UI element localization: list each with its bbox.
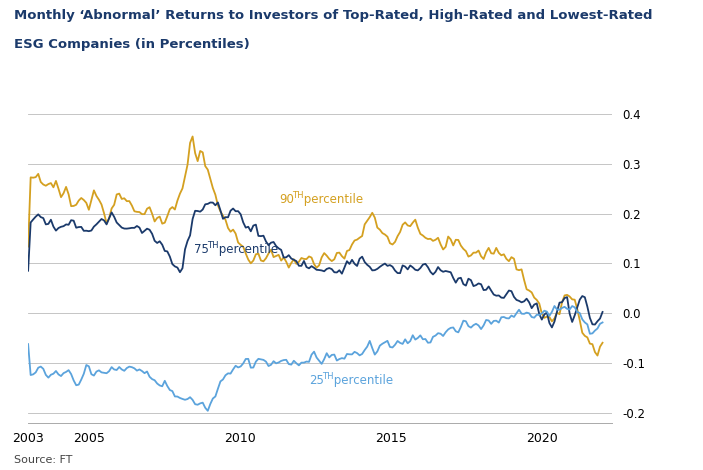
Text: Monthly ‘Abnormal’ Returns to Investors of Top-Rated, High-Rated and Lowest-Rate: Monthly ‘Abnormal’ Returns to Investors …: [14, 9, 652, 23]
Text: 75: 75: [195, 243, 209, 256]
Text: 90: 90: [279, 193, 294, 206]
Text: ESG Companies (in Percentiles): ESG Companies (in Percentiles): [14, 38, 250, 51]
Text: TH: TH: [292, 191, 304, 200]
Text: percentile: percentile: [215, 243, 278, 256]
Text: 25: 25: [309, 374, 324, 387]
Text: percentile: percentile: [330, 374, 393, 387]
Text: Source: FT: Source: FT: [14, 455, 72, 465]
Text: TH: TH: [207, 241, 219, 250]
Text: TH: TH: [322, 372, 334, 381]
Text: percentile: percentile: [299, 193, 363, 206]
